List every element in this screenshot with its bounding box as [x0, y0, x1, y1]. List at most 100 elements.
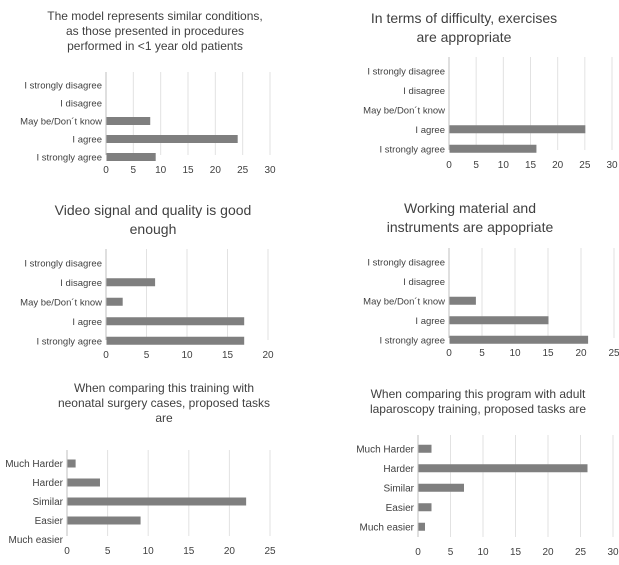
chart-3-category-label: I disagree	[60, 278, 102, 289]
chart-1-bar	[106, 153, 156, 161]
chart-6-bar	[418, 444, 432, 453]
chart-6-category-label: Easier	[386, 503, 415, 514]
chart-3-bar	[106, 336, 245, 345]
chart-5-x-tick-label: 25	[264, 546, 276, 557]
chart-4-x-tick-label: 0	[446, 348, 452, 359]
chart-1-category-label: I strongly agree	[37, 153, 102, 164]
chart-1-category-label: I disagree	[60, 99, 102, 110]
chart-3-bar	[106, 317, 245, 326]
chart-5-x-tick-label: 20	[224, 546, 236, 557]
chart-3-x-tick-label: 15	[222, 350, 234, 361]
chart-2-x-tick-label: 30	[606, 160, 618, 171]
chart-1-x-tick-label: 20	[210, 165, 222, 176]
chart-2-x-tick-label: 15	[525, 160, 537, 171]
chart-2-category-label: I agree	[415, 125, 445, 136]
chart-6-x-tick-label: 10	[477, 547, 489, 558]
chart-3-title-line: enough	[130, 221, 177, 237]
chart-1-title-line: The model represents similar conditions,	[47, 9, 262, 23]
chart-5-category-label: Harder	[32, 478, 63, 489]
chart-2-title-line: are appropriate	[417, 29, 512, 45]
chart-1-x-tick-label: 15	[182, 165, 194, 176]
chart-6-x-tick-label: 20	[542, 547, 554, 558]
chart-2-bar	[449, 144, 537, 153]
chart-1-category-label: May be/Don´t know	[20, 117, 102, 128]
chart-5-title-line: neonatal surgery cases, proposed tasks	[58, 396, 270, 410]
chart-2-bar	[449, 125, 586, 134]
chart-6-category-label: Much easier	[360, 522, 415, 533]
chart-5-category-label: Similar	[32, 497, 63, 508]
chart-2-x-tick-label: 20	[552, 160, 564, 171]
chart-6-category-label: Much Harder	[356, 444, 414, 455]
chart-5-x-tick-label: 10	[143, 546, 155, 557]
chart-1-title-line: as those presented in procedures	[66, 24, 244, 38]
chart-3-x-tick-label: 10	[181, 350, 193, 361]
chart-5-x-tick-label: 15	[183, 546, 195, 557]
chart-1-title-line: performed in <1 year old patients	[67, 39, 243, 53]
chart-6-bar	[418, 503, 432, 512]
chart-6-title-line: laparoscopy training, proposed tasks are	[370, 402, 586, 416]
chart-5-bar	[67, 459, 76, 468]
chart-4-x-tick-label: 5	[479, 348, 485, 359]
chart-3-x-tick-label: 20	[262, 350, 274, 361]
chart-2-x-tick-label: 25	[579, 160, 591, 171]
chart-3-x-tick-label: 0	[103, 350, 109, 361]
chart-1-x-tick-label: 25	[237, 165, 249, 176]
chart-5-category-label: Much Harder	[5, 459, 63, 470]
chart-3-category-label: May be/Don´t know	[20, 297, 102, 308]
chart-6-category-label: Similar	[383, 483, 414, 494]
chart-2-title-line: In terms of difficulty, exercises	[371, 10, 557, 26]
chart-5-bar	[67, 516, 141, 525]
chart-5-x-tick-label: 0	[64, 546, 70, 557]
chart-4-x-tick-label: 25	[608, 348, 619, 359]
chart-2-category-label: I strongly disagree	[367, 66, 445, 77]
chart-5-category-label: Much easier	[9, 535, 64, 546]
chart-5-title-line: When comparing this training with	[74, 381, 254, 395]
chart-2-x-tick-label: 5	[473, 160, 479, 171]
chart-4-category-label: May be/Don´t know	[363, 296, 445, 307]
chart-4-category-label: I agree	[415, 316, 445, 327]
chart-6-x-tick-label: 15	[510, 547, 522, 558]
chart-4-title-line: instruments are appopriate	[387, 219, 554, 235]
chart-4-category-label: I strongly agree	[380, 335, 445, 346]
chart-4-bar	[449, 335, 589, 344]
chart-3-title-line: Video signal and quality is good	[55, 202, 252, 218]
chart-2-category-label: I strongly agree	[380, 144, 445, 155]
chart-6-bar	[418, 522, 425, 531]
chart-4-x-tick-label: 10	[509, 348, 521, 359]
chart-6-title-line: When comparing this program with adult	[371, 387, 586, 401]
chart-6-category-label: Harder	[383, 464, 414, 475]
chart-6-x-tick-label: 30	[607, 547, 619, 558]
chart-3-category-label: I strongly agree	[37, 336, 102, 347]
chart-3-category-label: I strongly disagree	[24, 258, 102, 269]
chart-5-bar	[67, 478, 100, 487]
chart-1-x-tick-label: 30	[264, 165, 276, 176]
chart-2-category-label: May be/Don´t know	[363, 105, 445, 116]
chart-1-category-label: I strongly disagree	[24, 81, 102, 92]
chart-4-category-label: I disagree	[403, 277, 445, 288]
chart-4-category-label: I strongly disagree	[367, 257, 445, 268]
chart-3-category-label: I agree	[72, 317, 102, 328]
chart-3-bar	[106, 278, 156, 287]
chart-2-category-label: I disagree	[403, 86, 445, 97]
chart-6-x-tick-label: 0	[415, 547, 421, 558]
chart-5-category-label: Easier	[35, 516, 64, 527]
chart-5-title-line: are	[155, 411, 173, 425]
chart-6-x-tick-label: 5	[448, 547, 454, 558]
chart-1-x-tick-label: 5	[131, 165, 137, 176]
chart-6-x-tick-label: 25	[575, 547, 587, 558]
chart-3-x-tick-label: 5	[144, 350, 150, 361]
chart-1-bar	[106, 135, 238, 143]
chart-1-x-tick-label: 0	[103, 165, 109, 176]
chart-4-x-tick-label: 20	[575, 348, 587, 359]
chart-1-bar	[106, 117, 151, 125]
chart-5-x-tick-label: 5	[105, 546, 111, 557]
chart-2-x-tick-label: 10	[498, 160, 510, 171]
chart-4-bar	[449, 316, 549, 325]
chart-1-x-tick-label: 10	[155, 165, 167, 176]
chart-1-category-label: I agree	[72, 135, 102, 146]
chart-5-bar	[67, 497, 247, 506]
chart-3-bar	[106, 297, 123, 306]
chart-6-bar	[418, 483, 464, 492]
chart-6-bar	[418, 464, 588, 473]
